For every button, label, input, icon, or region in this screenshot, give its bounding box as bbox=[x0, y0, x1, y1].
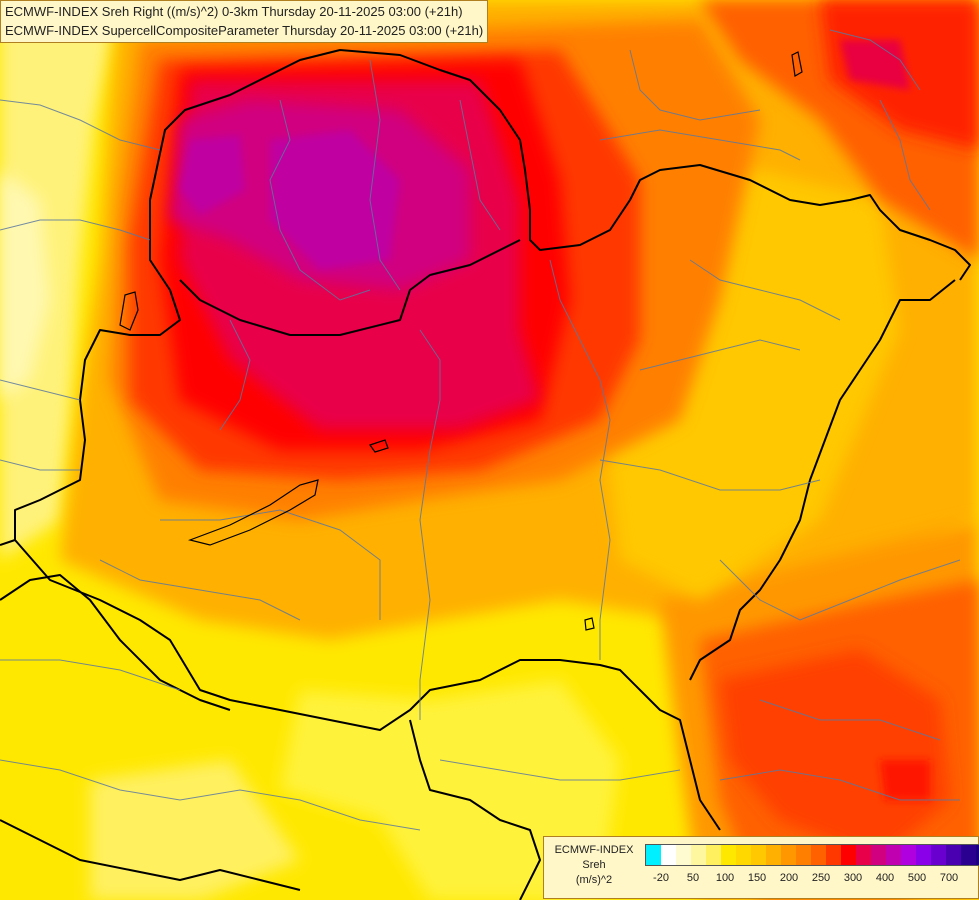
legend-swatch bbox=[931, 845, 946, 865]
legend-swatch bbox=[706, 845, 721, 865]
border-south-inner bbox=[409, 719, 541, 900]
legend-tick: 100 bbox=[715, 872, 735, 884]
legend-swatch bbox=[646, 845, 661, 865]
legend-swatch bbox=[856, 845, 871, 865]
lake-neusiedl bbox=[119, 291, 139, 331]
legend-swatch bbox=[736, 845, 751, 865]
legend-swatch bbox=[826, 845, 841, 865]
legend-unit: (m/s)^2 bbox=[575, 874, 613, 886]
border-west bbox=[0, 200, 181, 546]
lake-balaton bbox=[187, 479, 319, 546]
legend-swatch bbox=[976, 845, 979, 865]
legend-tick-labels: -20 50 100 150 200 250 300 400 500 700 bbox=[645, 872, 975, 888]
legend-swatch bbox=[961, 845, 976, 865]
legend-swatch bbox=[841, 845, 856, 865]
legend-tick: 250 bbox=[811, 872, 831, 884]
border-north bbox=[149, 49, 971, 281]
legend-swatch bbox=[916, 845, 931, 865]
lakes bbox=[119, 51, 803, 631]
lake-small-3 bbox=[584, 617, 595, 631]
lake-small-2 bbox=[791, 51, 803, 77]
legend-swatch bbox=[901, 845, 916, 865]
legend-title: ECMWF-INDEX Sreh (m/s)^2 bbox=[544, 843, 644, 888]
legend-tick: 300 bbox=[843, 872, 863, 884]
legend-swatch bbox=[871, 845, 886, 865]
legend-tick: 200 bbox=[779, 872, 799, 884]
legend-color-scale bbox=[645, 844, 979, 866]
lake-small-1 bbox=[369, 439, 389, 453]
legend-tick: 500 bbox=[907, 872, 927, 884]
country-borders bbox=[0, 49, 971, 900]
legend-swatch bbox=[781, 845, 796, 865]
legend-source: ECMWF-INDEX bbox=[554, 844, 634, 856]
legend-swatch bbox=[946, 845, 961, 865]
legend-swatch bbox=[766, 845, 781, 865]
color-legend: ECMWF-INDEX Sreh (m/s)^2 -20 50 100 150 200 2… bbox=[543, 836, 979, 899]
border-southwest-2 bbox=[0, 819, 301, 891]
legend-swatch bbox=[796, 845, 811, 865]
legend-tick: 50 bbox=[686, 872, 700, 884]
title-line-2: ECMWF-INDEX SupercellCompositeParameter … bbox=[5, 23, 484, 38]
border-south bbox=[14, 539, 721, 831]
map-title: ECMWF-INDEX Sreh Right ((m/s)^2) 0-3km T… bbox=[0, 0, 489, 43]
legend-tick: 150 bbox=[747, 872, 767, 884]
legend-tick: -20 bbox=[653, 872, 669, 884]
border-east bbox=[689, 279, 956, 681]
title-line-1: ECMWF-INDEX Sreh Right ((m/s)^2) 0-3km T… bbox=[5, 4, 463, 19]
regional-boundaries bbox=[0, 29, 961, 831]
legend-swatch bbox=[661, 845, 676, 865]
legend-swatch bbox=[721, 845, 736, 865]
legend-swatch bbox=[751, 845, 766, 865]
legend-tick: 700 bbox=[939, 872, 959, 884]
legend-parameter: Sreh bbox=[582, 859, 606, 871]
legend-swatch bbox=[676, 845, 691, 865]
border-southwest bbox=[0, 574, 231, 711]
legend-swatch bbox=[886, 845, 901, 865]
legend-tick: 400 bbox=[875, 872, 895, 884]
legend-swatch bbox=[811, 845, 826, 865]
legend-swatch bbox=[691, 845, 706, 865]
border-north-inner bbox=[179, 239, 521, 336]
